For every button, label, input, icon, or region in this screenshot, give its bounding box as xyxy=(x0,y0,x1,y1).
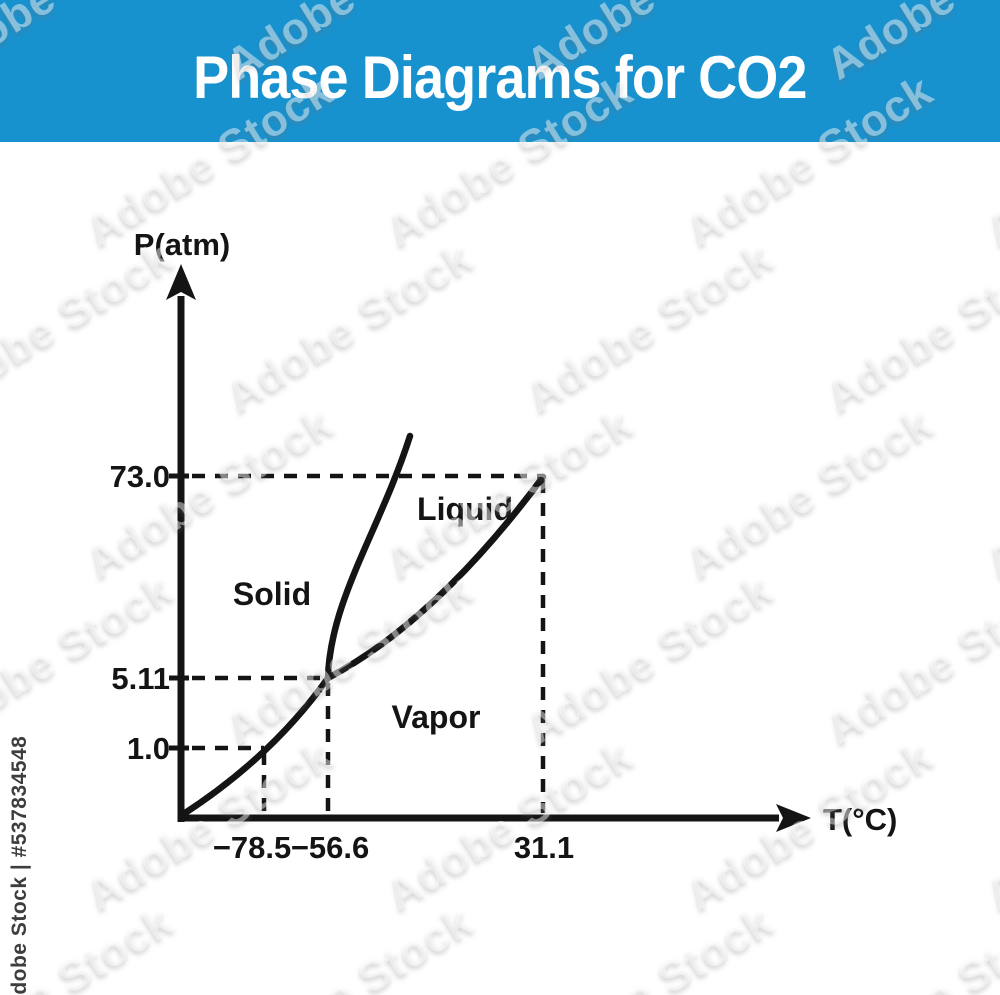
region-label-liquid: Liquid xyxy=(417,491,513,527)
y-tick-label-5-11: 5.11 xyxy=(111,661,170,696)
stock-credit-text: Adobe Stock | #537834548 xyxy=(8,735,31,995)
x-tick-label-neg56-6: −56.6 xyxy=(291,830,369,865)
y-tick-label-73: 73.0 xyxy=(110,459,170,494)
vaporization-curve xyxy=(324,473,547,682)
page-title: Phase Diagrams for CO2 xyxy=(193,43,807,111)
x-tick-label-31-1: 31.1 xyxy=(514,830,574,865)
x-axis-arrowhead-icon xyxy=(776,804,811,832)
y-tick-label-1-0: 1.0 xyxy=(127,731,170,766)
region-label-vapor: Vapor xyxy=(392,699,481,735)
y-axis-title: P(atm) xyxy=(134,227,230,262)
title-banner: Phase Diagrams for CO2 xyxy=(0,0,1000,142)
region-label-solid: Solid xyxy=(233,576,311,612)
x-axis-title: T(°C) xyxy=(823,802,897,837)
y-axis-arrowhead-icon xyxy=(166,264,196,300)
x-tick-label-neg78-5: −78.5 xyxy=(213,830,291,865)
fusion-curve xyxy=(324,432,414,682)
sublimation-curve xyxy=(178,674,332,819)
